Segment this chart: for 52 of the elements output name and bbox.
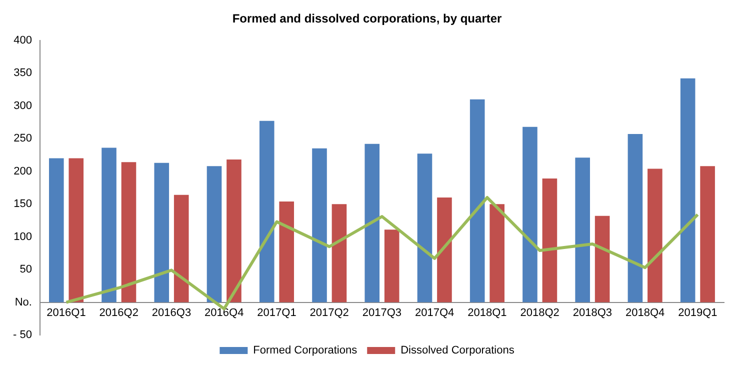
legend-label: Dissolved Corporations <box>400 344 515 357</box>
bar <box>648 168 662 302</box>
bar <box>594 216 610 302</box>
bar <box>364 144 380 302</box>
x-tick-label: 2018Q3 <box>572 306 612 319</box>
bar <box>121 162 136 302</box>
x-tick-label: 2018Q2 <box>520 306 560 319</box>
y-tick-label: 350 <box>14 67 32 80</box>
bar <box>49 158 64 302</box>
y-tick-label: 300 <box>14 100 32 112</box>
legend-label: Formed Corporations <box>253 344 358 357</box>
bar <box>470 99 485 302</box>
bar <box>700 166 715 302</box>
y-tick-label: - 50 <box>12 329 32 342</box>
bar <box>226 160 242 302</box>
bar <box>628 134 643 302</box>
bar <box>575 158 590 302</box>
bar <box>68 158 84 302</box>
x-tick-label: 2016Q2 <box>99 306 138 319</box>
bar <box>522 126 538 302</box>
bar <box>417 154 432 302</box>
bar <box>384 230 400 302</box>
y-tick-label: 100 <box>14 230 32 243</box>
bar <box>490 204 504 302</box>
x-tick-label: 2018Q1 <box>468 306 507 319</box>
bar <box>279 201 294 302</box>
x-tick-label: 2016Q3 <box>152 306 192 319</box>
y-tick-label: 250 <box>14 132 32 145</box>
bar <box>680 78 696 302</box>
bar <box>102 148 116 302</box>
x-tick-label: 2017Q4 <box>415 306 454 319</box>
x-tick-label: 2018Q4 <box>625 306 665 319</box>
x-tick-label: 2017Q2 <box>310 306 349 319</box>
chart-title: Formed and dissolved corporations, by quarter <box>232 12 502 26</box>
bar <box>437 198 452 302</box>
bar <box>332 204 347 302</box>
bar <box>206 166 222 302</box>
bar <box>312 148 327 302</box>
x-tick-label: 2017Q1 <box>257 306 296 319</box>
bar <box>542 178 558 302</box>
bar <box>174 194 189 302</box>
x-tick-label: 2017Q3 <box>362 306 402 319</box>
y-tick-label: 50 <box>20 264 32 276</box>
y-tick-label: 150 <box>14 198 32 210</box>
x-tick-label: 2016Q1 <box>46 306 86 319</box>
bar <box>259 120 274 302</box>
x-tick-label: 2019Q1 <box>678 306 718 319</box>
y-tick-label: 400 <box>14 34 32 46</box>
x-tick-label: 2016Q4 <box>204 306 244 319</box>
bar <box>154 162 170 302</box>
y-tick-label: No. <box>14 296 32 308</box>
y-tick-label: 200 <box>14 165 32 178</box>
